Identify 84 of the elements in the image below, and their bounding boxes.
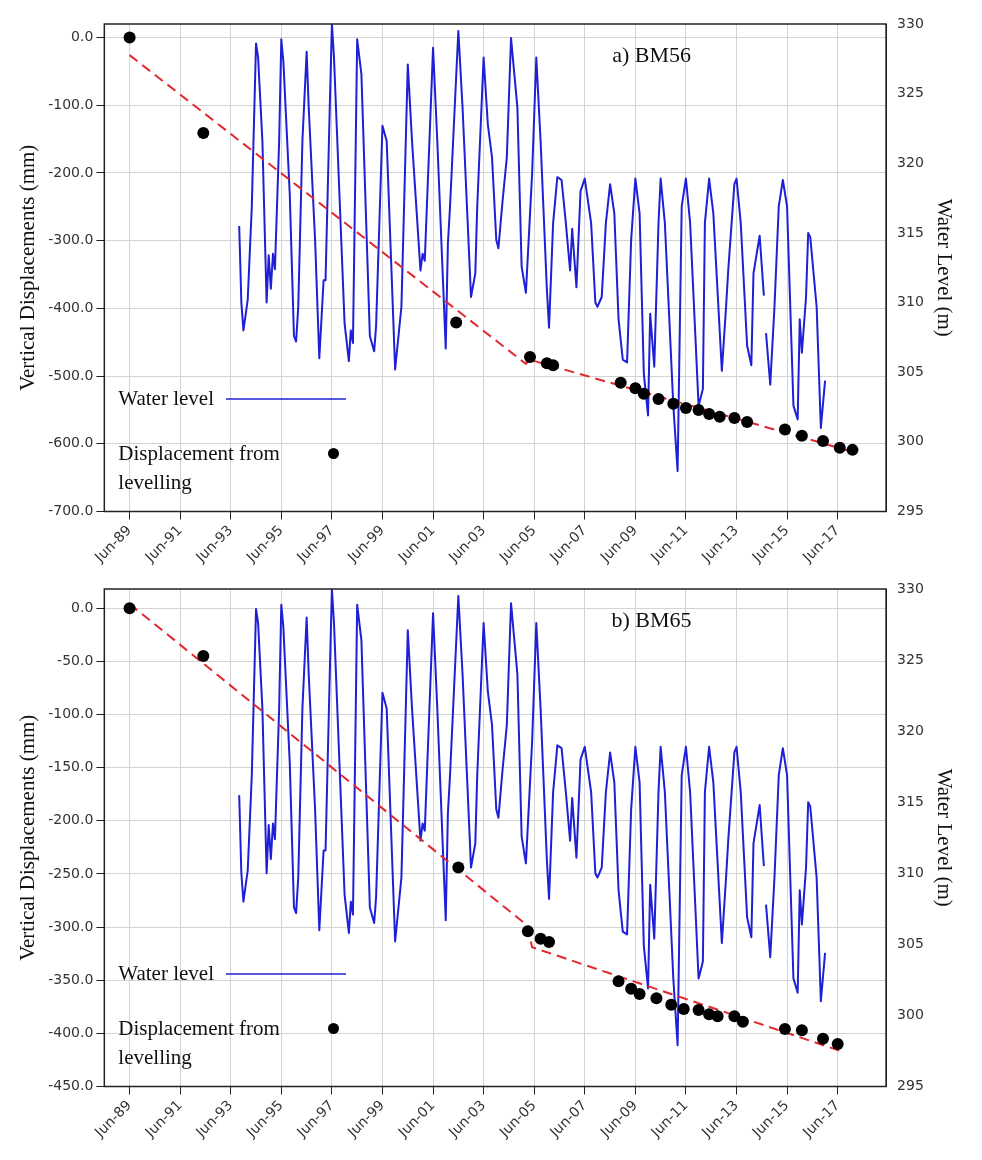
point: [633, 988, 646, 1000]
y-tick-label: -200.0: [48, 811, 94, 828]
point: [778, 1023, 791, 1036]
point: [846, 443, 859, 456]
y2-tick-label: 295: [897, 1077, 924, 1094]
point: [795, 1024, 808, 1037]
y2-tick-label: 295: [897, 502, 924, 519]
text: Water level: [118, 385, 214, 413]
y-tick-label: -450.0: [48, 1077, 94, 1094]
point: [197, 649, 210, 662]
y-axis-title: Vertical Displacements (mm): [15, 714, 40, 961]
point: [452, 861, 465, 874]
y2-tick-label: 325: [897, 84, 924, 101]
point: [741, 416, 754, 429]
point: [665, 998, 678, 1011]
point: [817, 435, 829, 448]
point: [833, 441, 846, 454]
point: [736, 1015, 749, 1028]
point: [795, 429, 808, 442]
y-axis-title: Vertical Displacements (mm): [15, 144, 40, 391]
y2-tick-label: 325: [897, 650, 924, 667]
y2-tick-label: 330: [897, 14, 924, 31]
point: [817, 1032, 829, 1045]
y2-axis-title: Water Level (m): [932, 768, 957, 907]
y2-tick-label: 300: [897, 432, 924, 449]
point: [625, 982, 638, 995]
point: [778, 423, 791, 436]
point: [629, 382, 642, 395]
y2-tick-label: 310: [897, 293, 924, 310]
point: [692, 403, 705, 416]
point: [728, 412, 741, 425]
y-tick-label: -600.0: [48, 434, 94, 451]
y-tick-label: -100.0: [48, 95, 94, 112]
y2-tick-label: 305: [897, 362, 924, 379]
y-tick-label: 0.0: [71, 598, 94, 615]
y-tick-label: 0.0: [71, 28, 94, 45]
point: [711, 1010, 724, 1023]
point: [524, 351, 536, 364]
point: [831, 1037, 844, 1050]
point: [703, 407, 716, 420]
y2-tick-label: 330: [897, 579, 924, 596]
y2-tick-label: 320: [897, 721, 924, 738]
y-tick-label: -100.0: [48, 705, 94, 722]
y-tick-label: -250.0: [48, 864, 94, 881]
y2-tick-label: 315: [897, 223, 924, 240]
point: [547, 359, 560, 372]
y-tick-label: -150.0: [48, 758, 94, 775]
point: [652, 393, 665, 406]
y2-axis-title: Water Level (m): [932, 198, 957, 337]
legend-label: Displacement from levelling: [118, 1015, 281, 1072]
point: [637, 387, 650, 400]
y-tick-label: -350.0: [48, 970, 94, 987]
point: [728, 1010, 741, 1023]
y-tick-label: -200.0: [48, 163, 94, 180]
point: [450, 316, 463, 329]
text: a) BM56: [612, 41, 691, 67]
y-tick-label: -400.0: [48, 299, 94, 316]
y2-tick-label: 320: [897, 153, 924, 170]
point: [679, 401, 692, 414]
point: [543, 935, 556, 948]
point: [692, 1003, 705, 1016]
y-tick-label: -300.0: [48, 231, 94, 248]
point: [123, 602, 136, 615]
y-tick-label: -50.0: [57, 651, 94, 668]
y2-tick-label: 300: [897, 1006, 924, 1023]
y2-tick-label: 315: [897, 792, 924, 809]
y-tick-label: -400.0: [48, 1023, 94, 1040]
y2-tick-label: 310: [897, 863, 924, 880]
y-tick-label: -700.0: [48, 502, 94, 519]
point: [667, 397, 680, 410]
point: [612, 975, 625, 988]
text: Water level: [118, 960, 214, 988]
point: [197, 127, 210, 140]
y-tick-label: -300.0: [48, 917, 94, 934]
legend-label: Displacement from levelling: [118, 440, 281, 497]
y-tick-label: -500.0: [48, 366, 94, 383]
point: [677, 1002, 690, 1015]
point: [713, 410, 726, 423]
point: [614, 376, 627, 389]
text: b) BM65: [611, 606, 692, 632]
point: [123, 31, 136, 44]
point: [521, 925, 534, 938]
point: [650, 992, 663, 1005]
y2-tick-label: 305: [897, 934, 924, 951]
